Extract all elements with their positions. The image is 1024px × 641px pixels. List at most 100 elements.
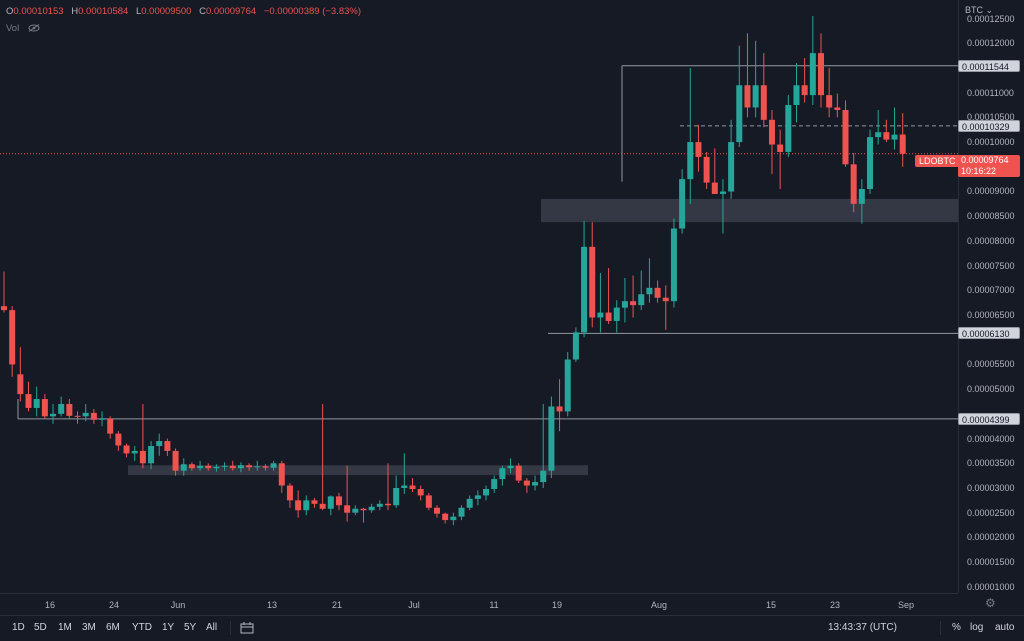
candle-body [368,506,375,511]
candle-body [532,482,539,486]
candle-body [605,312,612,321]
range-button-all[interactable]: All [206,622,218,633]
candle-body [679,179,686,229]
range-button-5y[interactable]: 5Y [184,622,197,633]
candle-body [826,95,833,108]
x-tick-label: Aug [650,600,668,610]
candle-body [850,164,857,204]
symbol-tag: LDOBTC [915,155,960,167]
candle-body [205,465,212,469]
candle-body [401,485,408,488]
candle-body [613,307,620,321]
candle-body [744,85,751,108]
candle-body [319,503,326,509]
candle-body [695,142,702,157]
candle-body [442,513,449,521]
last-price-value: 0.00009764 [961,155,1009,165]
candle-body [638,294,645,306]
range-button-6m[interactable]: 6M [106,622,120,633]
candle-body [262,466,269,468]
volume-label: Vol [6,23,20,34]
candle-body [237,465,244,469]
candle-body [17,374,24,395]
auto-toggle[interactable]: auto [995,622,1015,633]
candle-body [50,413,57,417]
x-tick-label: 19 [551,600,563,610]
clock[interactable]: 13:43:37 (UTC) [828,622,897,633]
price-line-tag[interactable]: 0.00011544 [958,59,1020,72]
candle-body [99,418,106,420]
candle-body [630,301,637,306]
candle-body [523,480,530,486]
candle-body [801,85,808,96]
range-button-1m[interactable]: 1M [58,622,72,633]
candle-body [352,508,359,513]
y-tick-label: 0.00003000 [967,482,1015,493]
open-label: O [6,6,14,17]
y-tick-label: 0.00008000 [967,235,1015,246]
time-axis[interactable]: 16 24 Jun 13 21 Jul 11 19 Aug 15 23 Sep [0,593,958,616]
candle-body [834,107,841,110]
bar-countdown: 10:16:22 [961,166,997,176]
candle-body [483,488,490,496]
candle-body [107,418,114,434]
y-tick-label: 0.00011000 [967,87,1014,98]
y-tick-label: 0.00010000 [967,137,1015,148]
x-tick-label: Sep [897,600,915,610]
candle-body [875,132,882,138]
x-tick-label: 24 [108,600,120,610]
candle-body [466,498,473,508]
candle-body [123,445,130,454]
candle-body [818,53,824,96]
ohlc-legend: O0.00010153 H0.00010584 L0.00009500 C0.0… [6,6,366,17]
x-tick-label: Jul [408,600,420,610]
candle-body [728,142,735,192]
candle-body [115,433,122,446]
candle-body [303,500,310,511]
gear-icon[interactable]: ⚙ [985,596,996,610]
candle-body [540,470,547,483]
toolbar-divider [230,621,231,635]
candle-body [425,495,432,508]
y-tick-label: 0.00003500 [967,458,1015,469]
candle-body [736,85,743,143]
range-button-3m[interactable]: 3M [82,622,96,633]
price-axis[interactable]: 0.00012500 0.00012000 0.00011000 0.00010500… [958,0,1024,593]
calendar-range-icon[interactable] [240,622,254,634]
candle-body [393,487,400,506]
candle-body [156,441,163,446]
chevron-down-icon: ⌄ [983,5,994,15]
toolbar-divider [940,621,941,635]
price-line-tag[interactable]: 0.00004399 [958,412,1020,425]
range-button-5d[interactable]: 5D [34,622,47,633]
candle-body [711,182,718,194]
candle-body [197,465,204,469]
candle-body [842,109,849,165]
candle-body [254,466,261,468]
candle-body [90,412,97,420]
candle-body [507,465,514,469]
price-chart[interactable] [0,0,958,593]
price-line-tag[interactable]: 0.00006130 [958,327,1020,340]
currency-selector[interactable]: BTC ⌄ [965,5,993,16]
y-tick-label: 0.00007500 [967,260,1015,271]
price-line-tag[interactable]: 0.00010329 [958,119,1020,132]
candle-body [188,464,195,469]
candle-body [1,306,7,311]
range-button-1d[interactable]: 1D [12,622,25,633]
percent-toggle[interactable]: % [952,622,961,633]
close-label: C [199,6,206,17]
y-tick-label: 0.00006500 [967,310,1015,321]
candle-body [474,495,481,499]
log-toggle[interactable]: log [970,622,984,633]
candle-body [311,500,318,504]
y-tick-label: 0.00002000 [967,532,1015,543]
range-button-1y[interactable]: 1Y [162,622,175,633]
candle-body [82,412,89,417]
range-button-ytd[interactable]: YTD [132,622,152,633]
candle-body [450,516,457,521]
open-value: 0.00010153 [13,6,64,17]
eye-hidden-icon[interactable] [28,24,40,33]
candle-body [229,465,236,469]
volume-legend: Vol [6,23,40,34]
